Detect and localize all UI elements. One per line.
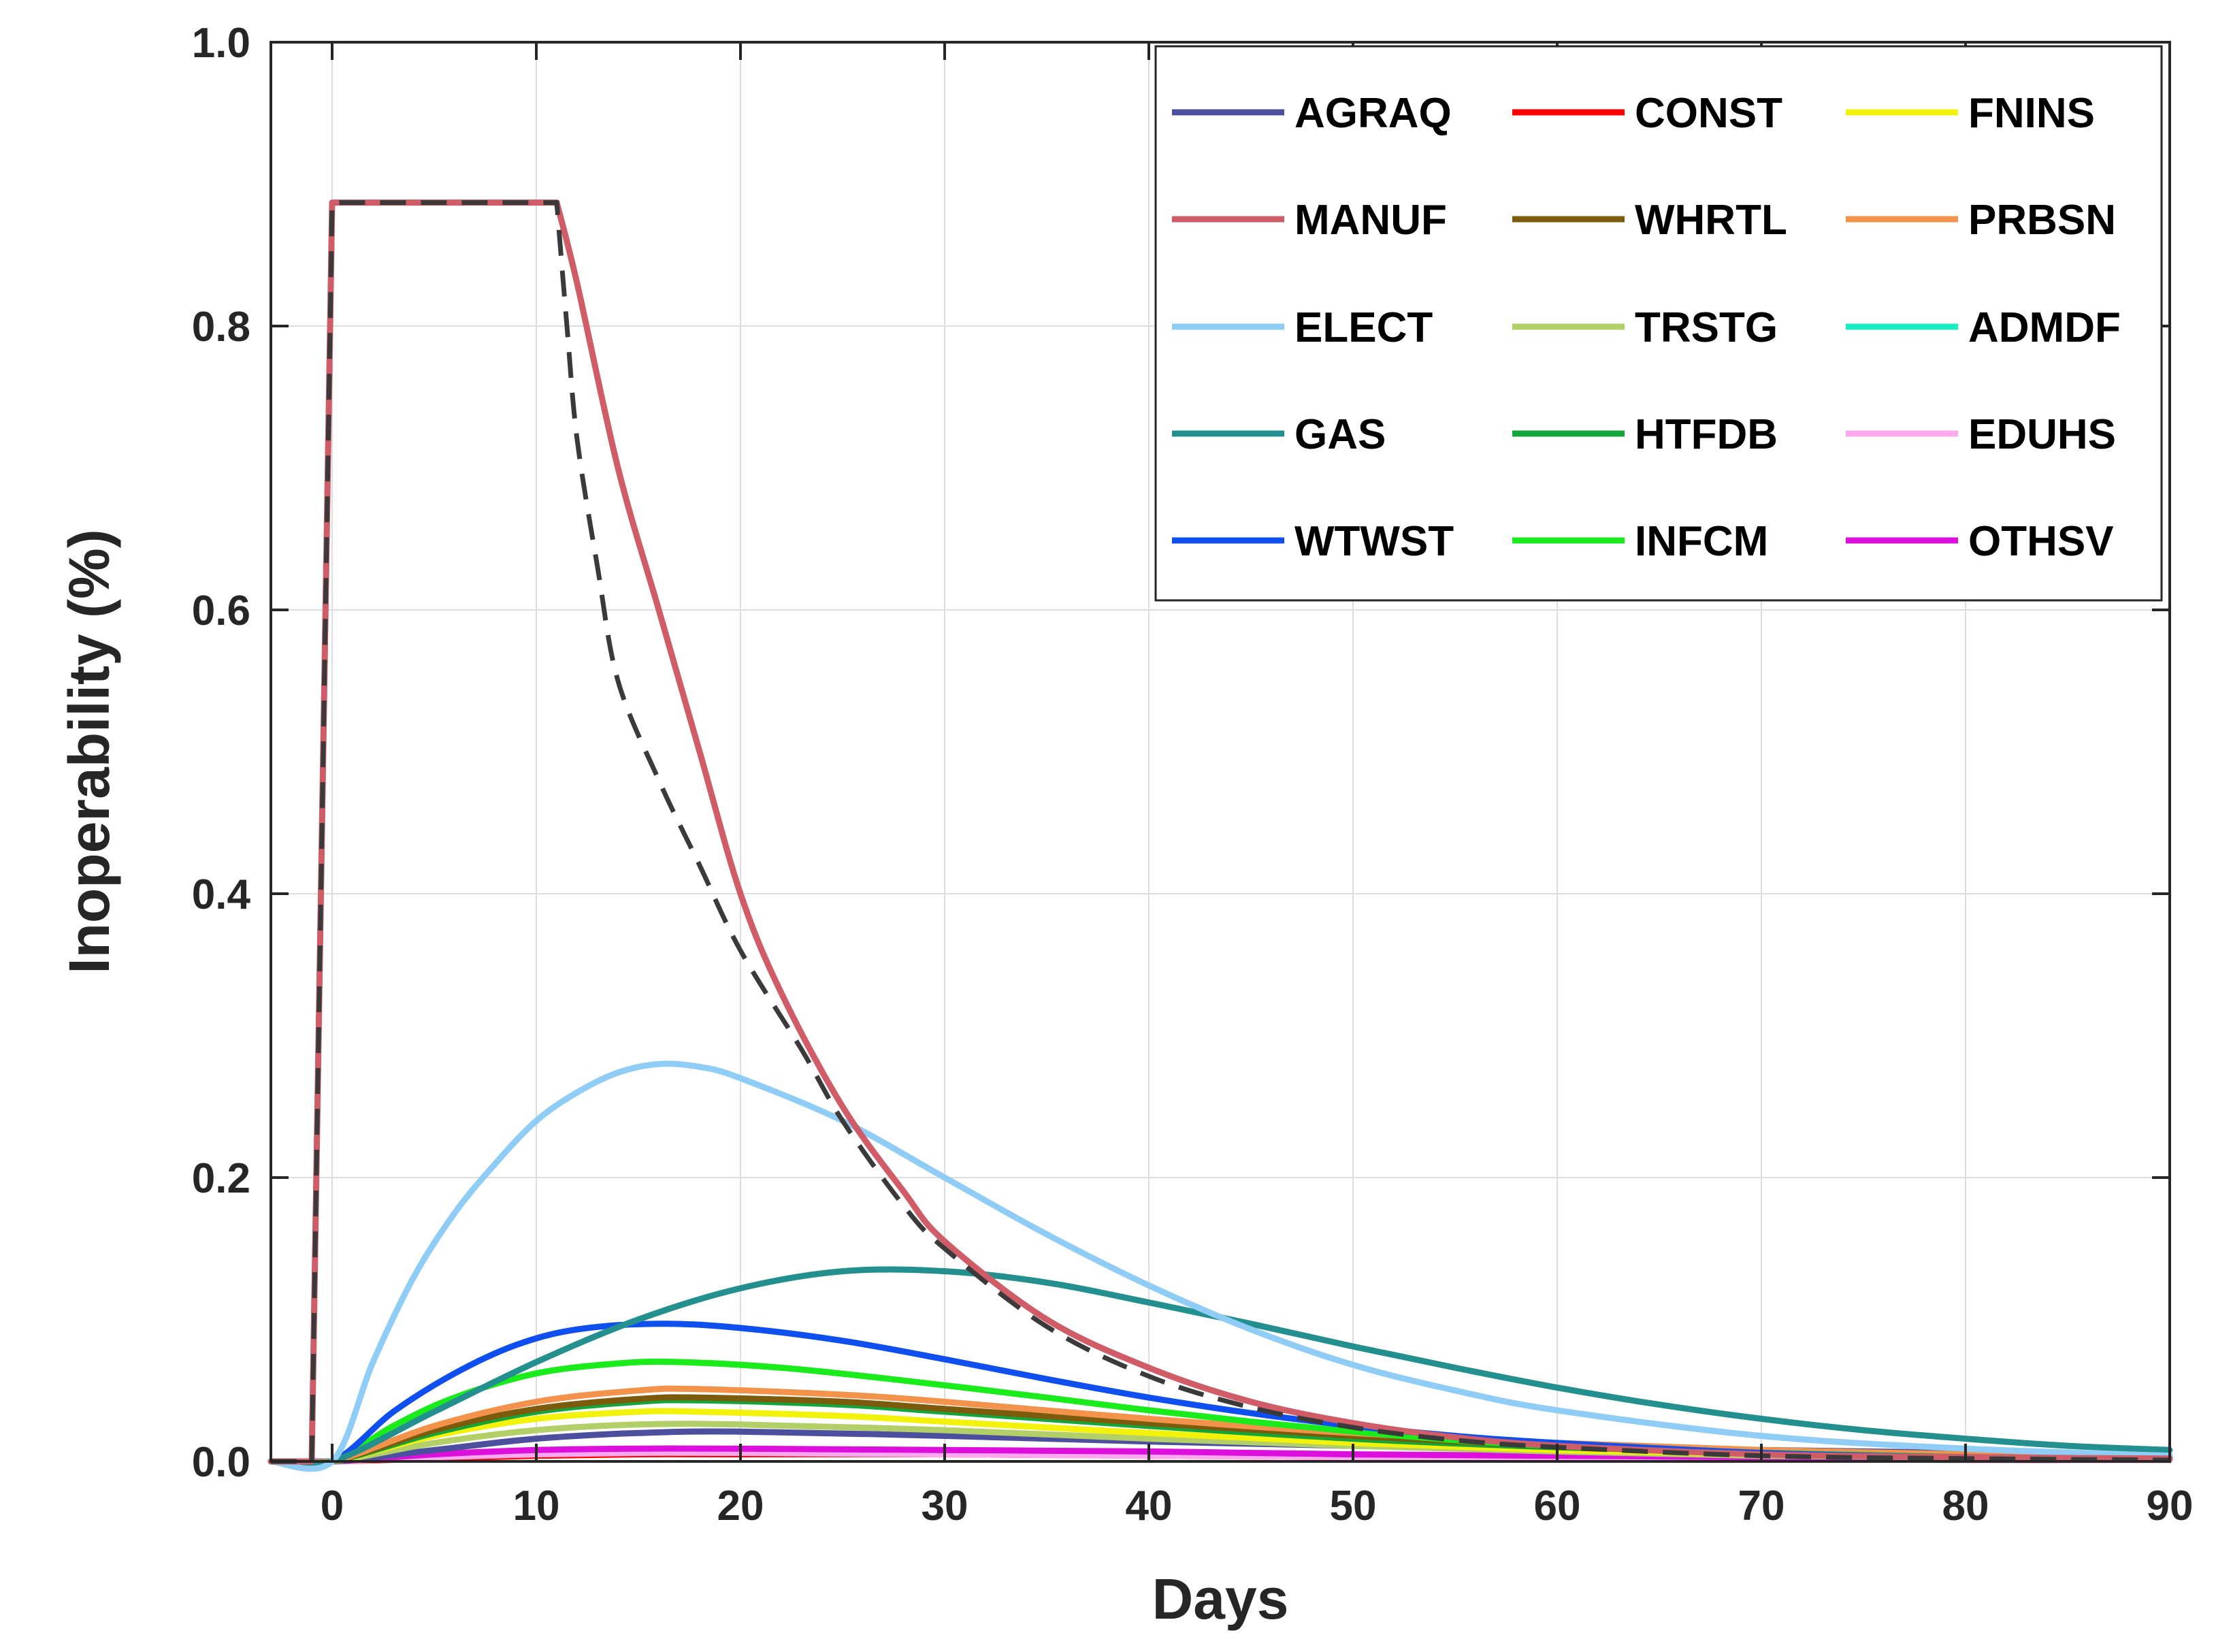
legend-label-othsv: OTHSV	[1968, 518, 2114, 565]
legend-label-wtwst: WTWST	[1294, 518, 1454, 565]
legend-label-elect: ELECT	[1294, 304, 1433, 351]
series-line-elect	[267, 1060, 2173, 1472]
x-tick-label-50: 50	[1330, 1483, 1377, 1529]
legend-item-wtwst: WTWST	[1172, 518, 1454, 565]
legend-item-const: CONST	[1512, 90, 1782, 137]
legend-label-const: CONST	[1635, 90, 1782, 137]
series-layer	[267, 199, 2173, 1472]
x-axis-title: Days	[1152, 1567, 1289, 1631]
y-tick-label-0.4: 0.4	[192, 871, 251, 918]
legend-label-gas: GAS	[1294, 411, 1386, 458]
legend-item-fnins: FNINS	[1846, 90, 2095, 137]
x-tick-label-40: 40	[1126, 1483, 1173, 1529]
series-line-manuf	[267, 199, 2173, 1465]
x-tick-label-20: 20	[717, 1483, 764, 1529]
y-tick-label-0.8: 0.8	[192, 304, 250, 351]
axis-ticks: 0 10 20 30 40 50 60 70 80 90 0.0 0.2 0.4 0.6 0.8 1.0	[192, 20, 2194, 1529]
x-tick-label-90: 90	[2147, 1483, 2194, 1529]
legend-label-manuf: MANUF	[1294, 197, 1447, 244]
legend-item-gas: GAS	[1172, 411, 1386, 458]
legend-item-whrtl: WHRTL	[1512, 197, 1787, 244]
y-tick-label-1.0: 1.0	[192, 20, 250, 67]
legend-item-elect: ELECT	[1172, 304, 1433, 351]
legend-item-htfdb: HTFDB	[1512, 411, 1778, 458]
y-tick-label-0.2: 0.2	[192, 1155, 250, 1202]
legend-item-trstg: TRSTG	[1512, 304, 1778, 351]
legend-label-agraq: AGRAQ	[1294, 90, 1452, 137]
legend-item-agraq: AGRAQ	[1172, 90, 1452, 137]
legend-label-whrtl: WHRTL	[1635, 197, 1787, 244]
legend-label-admdf: ADMDF	[1968, 304, 2121, 351]
legend-label-trstg: TRSTG	[1635, 304, 1778, 351]
legend-item-admdf: ADMDF	[1846, 304, 2121, 351]
legend-label-eduhs: EDUHS	[1968, 411, 2116, 458]
legend-label-prbsn: PRBSN	[1968, 197, 2116, 244]
legend-box	[1154, 45, 2163, 602]
plot-frame	[270, 41, 2171, 1463]
x-tick-label-10: 10	[513, 1483, 560, 1529]
x-tick-label-70: 70	[1738, 1483, 1785, 1529]
legend-label-htfdb: HTFDB	[1635, 411, 1778, 458]
x-tick-label-60: 60	[1534, 1483, 1581, 1529]
legend-item-othsv: OTHSV	[1846, 518, 2114, 565]
y-tick-label-0.6: 0.6	[192, 587, 250, 634]
legend-label-fnins: FNINS	[1968, 90, 2095, 137]
y-tick-label-0.0: 0.0	[192, 1439, 250, 1486]
legend-label-infcm: INFCM	[1635, 518, 1768, 565]
legend-item-manuf: MANUF	[1172, 197, 1447, 244]
x-tick-label-0: 0	[321, 1483, 344, 1529]
legend-item-infcm: INFCM	[1512, 518, 1768, 565]
legend-item-eduhs: EDUHS	[1846, 411, 2116, 458]
reference-dashed-line	[271, 200, 2170, 1464]
x-tick-label-80: 80	[1942, 1483, 1989, 1529]
y-axis-title: Inoperability (%)	[57, 529, 121, 973]
x-tick-label-30: 30	[922, 1483, 968, 1529]
legend: AGRAQ CONST FNINS MANUF WHRTL PRBSN ELECT TRSTG…	[1154, 45, 2163, 602]
legend-item-prbsn: PRBSN	[1846, 197, 2116, 244]
